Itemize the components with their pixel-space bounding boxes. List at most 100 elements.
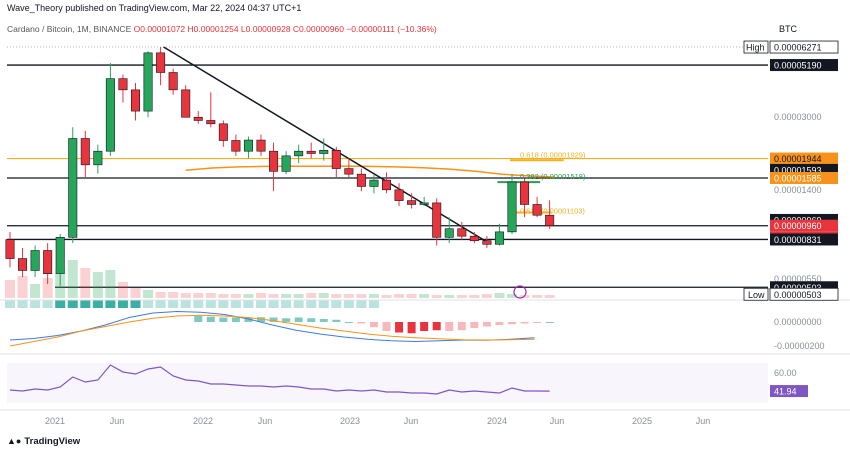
time-axis-label: 2022 [193, 416, 213, 426]
fib-label: 0.618 (0.00001103) [520, 207, 585, 216]
alert-icon[interactable] [513, 285, 527, 299]
candle[interactable] [181, 89, 191, 118]
candle[interactable] [532, 204, 542, 216]
macd-histogram-bar [382, 322, 391, 331]
candle[interactable] [168, 72, 178, 91]
volume-bar [67, 260, 78, 298]
level-label: 0.00001593 [774, 165, 822, 175]
indicator-strip-block [343, 300, 354, 308]
candle[interactable] [43, 250, 53, 274]
volume-bar [318, 293, 329, 298]
rsi-line[interactable] [9, 364, 550, 395]
candle[interactable] [281, 155, 291, 172]
candle[interactable] [105, 78, 115, 152]
indicator-strip-block [17, 300, 28, 308]
symbol-legend: Cardano / Bitcoin, 1M, BINANCE O0.000010… [7, 24, 437, 34]
candle[interactable] [344, 168, 354, 175]
candle[interactable] [156, 52, 166, 73]
publish-info: Wave_Theory published on TradingView.com… [7, 3, 302, 13]
candle[interactable] [231, 140, 241, 152]
volume-bar [155, 292, 166, 298]
candle[interactable] [206, 120, 216, 125]
indicator-strip-block [42, 300, 53, 308]
candle[interactable] [93, 150, 103, 166]
level-label-box [770, 41, 838, 54]
symbol-title[interactable]: Cardano / Bitcoin, 1M, BINANCE [7, 24, 132, 34]
candle[interactable] [18, 258, 28, 271]
candle[interactable] [356, 173, 366, 187]
candle[interactable] [269, 150, 279, 172]
tradingview-mark-icon: ▲● [7, 436, 22, 446]
candle[interactable] [469, 235, 479, 242]
candle[interactable] [80, 138, 90, 166]
candle[interactable] [331, 149, 341, 169]
candle[interactable] [419, 202, 429, 205]
indicator-strip-block [331, 300, 342, 308]
tradingview-logo[interactable]: ▲● TradingView [7, 436, 80, 447]
low-tag: Low [748, 290, 765, 300]
candle[interactable] [294, 150, 304, 157]
level-label: 0.00000503 [774, 283, 822, 293]
macd-histogram-bar [269, 317, 278, 322]
ema-line[interactable] [185, 165, 555, 178]
candle[interactable] [131, 89, 141, 112]
candle[interactable] [507, 181, 517, 233]
descending-trendline[interactable] [163, 46, 492, 245]
indicator-strip-block [67, 300, 78, 308]
candle[interactable] [520, 181, 530, 205]
volume-bar [130, 288, 141, 298]
candle[interactable] [432, 202, 442, 238]
indicator-strip-block [256, 300, 266, 308]
volume-bar [193, 293, 204, 298]
candle[interactable] [306, 150, 316, 154]
volume-bar [343, 294, 354, 298]
candle[interactable] [381, 179, 391, 191]
candle[interactable] [394, 189, 404, 201]
volume-bar [532, 295, 543, 298]
macd-line[interactable] [9, 310, 535, 343]
macd-histogram-bar [369, 322, 378, 328]
macd-signal-line[interactable] [9, 314, 535, 347]
rsi-pane[interactable] [7, 363, 768, 403]
candle[interactable] [319, 149, 329, 154]
candle[interactable] [444, 228, 454, 238]
candle[interactable] [545, 214, 555, 227]
volume-bar [444, 295, 455, 298]
candle[interactable] [68, 138, 78, 238]
candle[interactable] [407, 200, 417, 205]
candle[interactable] [193, 116, 203, 121]
candle[interactable] [30, 250, 40, 271]
macd-histogram-bar [457, 322, 466, 331]
high-tag: High [746, 43, 765, 53]
volume-bar [381, 295, 392, 298]
level-label-box [770, 233, 838, 246]
macd-histogram-bar [244, 317, 253, 322]
price-pane[interactable]: 0.618 (0.00001929) 0.382 (0.00001518) 0.61… [5, 46, 768, 308]
indicator-strip-block [180, 300, 191, 308]
price-axis-tick: 0.00001400 [774, 185, 822, 195]
candle[interactable] [55, 237, 65, 274]
candle[interactable] [494, 231, 504, 245]
candle[interactable] [5, 239, 15, 259]
candle[interactable] [143, 52, 153, 112]
candle[interactable] [457, 228, 467, 237]
candle[interactable] [118, 78, 128, 91]
candle[interactable] [256, 139, 266, 152]
candle[interactable] [369, 179, 379, 187]
indicator-strip-block [143, 300, 154, 308]
candle[interactable] [243, 139, 253, 152]
volume-bar [368, 294, 379, 298]
low-tag-box [743, 287, 769, 301]
level-label: 0.00001585 [774, 173, 822, 183]
macd-histogram-bar [319, 319, 328, 322]
candle[interactable] [482, 240, 492, 245]
indicator-strip-block [205, 300, 216, 308]
candle[interactable] [218, 123, 228, 141]
time-axis-label: Jun [404, 416, 419, 426]
volume-bar [268, 294, 279, 298]
macd-pane[interactable] [9, 310, 554, 347]
volume-bar [168, 292, 179, 298]
volume-bar [544, 295, 555, 298]
indicator-strip-block [318, 300, 329, 308]
